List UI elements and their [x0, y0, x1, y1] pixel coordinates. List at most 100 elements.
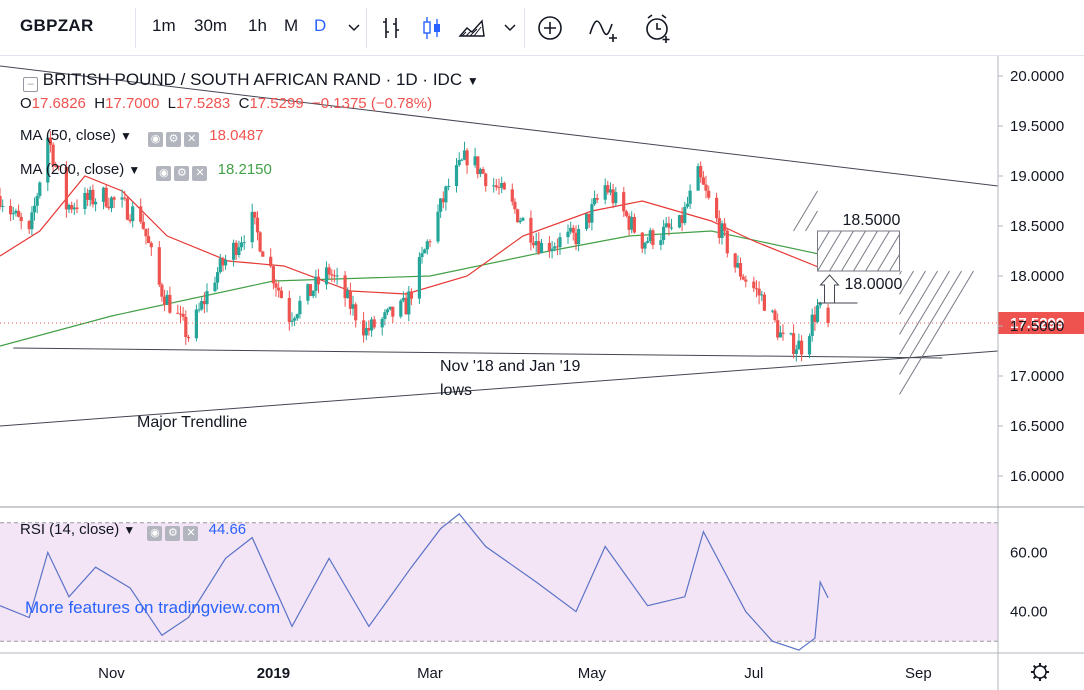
candle-body	[311, 290, 315, 297]
candle-body	[109, 197, 114, 209]
chevron-down-icon[interactable]: ▼	[128, 163, 141, 177]
candle-body	[239, 242, 244, 248]
candle-body	[606, 185, 610, 193]
interval-day[interactable]: D	[314, 16, 327, 35]
candle-body	[651, 230, 655, 245]
candle-body	[70, 205, 74, 210]
close-icon[interactable]: ✕	[184, 132, 200, 147]
candle-body	[46, 137, 50, 183]
candle-body	[741, 276, 745, 280]
candle-body	[287, 297, 291, 322]
candle-body	[481, 169, 485, 174]
candle-body	[163, 296, 167, 305]
candle-body	[465, 150, 469, 166]
candle-body	[603, 185, 607, 200]
watermark-link[interactable]: More features on tradingview.com	[25, 598, 281, 617]
trendline-support	[13, 347, 943, 359]
candle-body	[537, 241, 541, 254]
interval-month[interactable]: M	[284, 16, 299, 35]
candle-body	[380, 319, 384, 328]
candles-icon[interactable]	[416, 12, 448, 44]
candle-body	[101, 187, 106, 202]
candle-body	[669, 227, 674, 229]
ohlc-values: O17.6826 H17.7000 L17.5283 C17.5299 −0.1…	[20, 95, 433, 112]
collapse-icon[interactable]: –	[23, 77, 38, 92]
candle-body	[518, 220, 522, 223]
candle-body	[516, 209, 520, 223]
gear-icon[interactable]: ⚙	[165, 526, 181, 541]
eye-icon[interactable]: ◉	[147, 526, 163, 541]
candle-body	[17, 210, 21, 217]
candle-body	[733, 253, 737, 268]
settings-gear-icon[interactable]	[1031, 663, 1049, 681]
candle-body	[587, 213, 591, 223]
area-chart-icon[interactable]	[456, 12, 488, 44]
chart-title: BRITISH POUND / SOUTH AFRICAN RAND · 1D …	[42, 70, 463, 89]
candle-body	[797, 340, 801, 350]
candle-body	[335, 275, 339, 277]
eye-icon[interactable]: ◉	[148, 132, 164, 147]
candle-body	[685, 203, 690, 207]
candle-body	[160, 284, 164, 297]
interval-1m[interactable]: 1m	[152, 16, 176, 35]
annotation-lows-line2: lows	[440, 382, 472, 399]
chevron-down-icon[interactable]: ▼	[123, 523, 136, 537]
candle-body	[30, 212, 34, 230]
time-tick-label: Mar	[417, 665, 443, 682]
eye-icon[interactable]: ◉	[156, 166, 172, 181]
chevron-down-icon[interactable]	[338, 12, 370, 44]
candle-body	[401, 297, 405, 301]
candle-body	[11, 213, 15, 215]
candle-body	[773, 310, 777, 321]
compare-icon[interactable]	[588, 12, 620, 44]
interval-1h[interactable]: 1h	[248, 16, 267, 35]
candle-body	[64, 167, 68, 210]
candle-body	[213, 282, 217, 292]
interval-30m[interactable]: 30m	[194, 16, 228, 35]
close-icon[interactable]: ✕	[192, 166, 208, 181]
candle-body	[611, 189, 615, 204]
candle-body	[261, 251, 265, 257]
candle-body	[484, 173, 488, 187]
gear-icon[interactable]: ⚙	[174, 166, 190, 181]
symbol-search[interactable]: GBPZAR	[20, 16, 94, 35]
candle-body	[83, 193, 87, 209]
price-tick-label: 16.5000	[1010, 418, 1064, 435]
candle-body	[462, 150, 467, 160]
hatch-line	[889, 254, 900, 272]
candle-body	[324, 267, 329, 285]
chart-area[interactable]: 17.5299 18.5000 18.0000 Nov '18 and Jan '19…	[0, 56, 1084, 690]
hatch-line	[899, 270, 974, 395]
gear-tooth	[1032, 675, 1037, 680]
candle-body	[218, 258, 222, 273]
candle-body	[139, 206, 143, 222]
chevron-down-icon[interactable]	[494, 12, 526, 44]
bar-chart-icon[interactable]	[376, 12, 408, 44]
hatch-line	[793, 190, 818, 232]
candle-body	[476, 156, 480, 174]
candle-body	[781, 332, 785, 334]
candle-body	[659, 240, 663, 245]
candle-body	[460, 159, 464, 161]
alert-icon[interactable]	[642, 12, 674, 44]
chevron-down-icon[interactable]: ▼	[466, 74, 479, 88]
candle-body	[253, 211, 257, 218]
gear-icon[interactable]: ⚙	[166, 132, 182, 147]
candle-body	[168, 294, 172, 313]
last-price-badge	[998, 312, 1084, 335]
candle-body	[385, 309, 390, 313]
time-tick-label: Jul	[744, 665, 763, 682]
close-icon[interactable]: ✕	[183, 526, 199, 541]
add-indicator-icon[interactable]	[534, 12, 566, 44]
chevron-down-icon[interactable]: ▼	[120, 129, 132, 143]
candle-body	[593, 198, 597, 205]
candle-body	[643, 242, 647, 249]
candle-body	[250, 211, 254, 243]
rsi-tick-label: 60.00	[1010, 544, 1048, 561]
candle-body	[555, 246, 559, 248]
candle-body	[237, 247, 241, 255]
candle-body	[351, 304, 355, 309]
time-tick-label: Nov	[98, 665, 125, 682]
candle-body	[391, 306, 395, 317]
candle-body	[27, 221, 31, 230]
